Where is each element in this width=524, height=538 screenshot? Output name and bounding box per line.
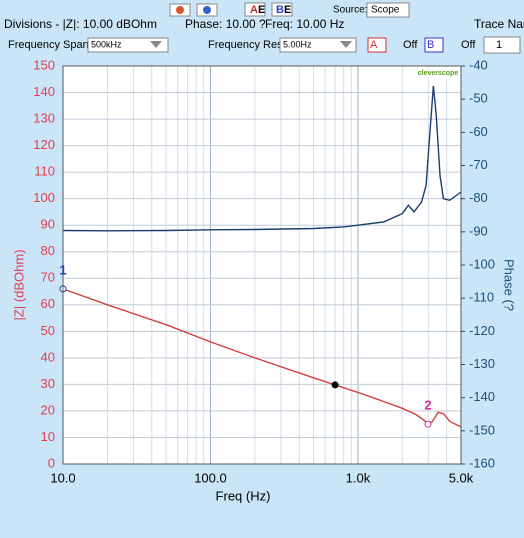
y-tick-label: 150 [33,57,55,72]
marker-b-letter: B [427,39,434,51]
plot-area [63,66,461,464]
button-letter: A [250,4,258,16]
y-tick-label: 110 [34,164,55,179]
icon-b-dot [203,6,211,14]
source-dropdown[interactable] [366,2,410,18]
marker-a-letter: A [370,39,378,51]
y2-tick-label: -80 [469,190,488,205]
y2-axis-title: Phase (? [502,259,517,311]
freq-div: Freq: 10.00 Hz [265,17,344,31]
phase-div: Phase: 10.00 ? [185,17,266,31]
res-dropdown[interactable] [279,37,357,53]
y-tick-label: 130 [33,111,55,126]
y2-tick-label: -110 [469,290,494,305]
span-value: 500kHz [91,39,122,49]
plot [59,85,462,428]
button-a[interactable] [244,2,266,17]
span-label: Frequency Span [8,39,89,51]
dropdown-arrow [340,41,352,48]
y-tick-label: 100 [33,190,55,205]
y2-tick-label: -60 [469,124,488,139]
trace-line [62,288,462,428]
marker-a-state: Off [403,39,418,51]
y-tick-label: 30 [41,376,55,391]
marker [331,381,339,389]
y-tick-label: 120 [33,137,55,152]
y-tick-label: 0 [48,455,55,470]
marker-a-button[interactable] [367,37,387,53]
y-tick-label: 60 [41,296,55,311]
x-tick-label: 10.0 [50,470,75,485]
button-letter: B [276,4,284,16]
marker-label: 2 [424,398,431,413]
x-tick-label: 5.0k [449,470,474,485]
x-tick-label: 1.0k [346,470,371,485]
y2-tick-label: -160 [469,455,495,470]
button-letter: E [284,4,291,16]
marker-b-button[interactable] [424,37,444,53]
y2-tick-label: -50 [469,91,488,106]
x-axis-title: Freq (Hz) [216,488,271,503]
trace-name-label: Trace Name [474,17,524,31]
dropdown-arrow [150,41,162,48]
y-tick-label: 10 [41,429,55,444]
y-tick-label: 90 [41,217,55,232]
y2-tick-label: -130 [469,356,495,371]
marker [424,420,432,428]
y-axis-title: |Z| (dBOhm) [11,249,26,320]
controls: Frequency Span 500kHz Frequency Res 5.00… [8,36,521,54]
trace-spinner[interactable] [483,36,521,54]
y-tick-label: 140 [33,84,55,99]
icon-a-dot [176,6,184,14]
y-tick-label: 20 [41,402,55,417]
source-value: Scope [371,5,400,16]
res-value: 5.00Hz [283,39,312,49]
y-tick-label: 70 [41,270,55,285]
trace-line [62,85,462,232]
y2-tick-label: -100 [469,256,495,271]
button-b[interactable] [271,2,293,17]
trace-value: 1 [496,39,502,51]
x-tick-label: 100.0 [194,470,227,485]
y-tick-label: 80 [41,243,55,258]
button-letter: E [258,4,265,16]
res-label: Frequency Res [208,39,283,51]
logo: cleverscope [418,70,459,77]
source-label: Source: [333,5,367,16]
y-tick-label: 40 [41,349,55,364]
y2-tick-label: -150 [469,422,495,437]
y2-tick-label: -120 [469,323,495,338]
y2-tick-label: -90 [469,223,488,238]
marker-label: 1 [59,262,66,277]
toolbar: A E B E Source: Scope [169,2,410,18]
y2-tick-label: -40 [469,57,488,72]
y2-tick-label: -140 [469,389,495,404]
divisions: Divisions - |Z|: 10.00 dBOhm [4,17,157,31]
marker-b-state: Off [461,39,476,51]
y-tick-label: 50 [41,323,55,338]
y2-tick-label: -70 [469,157,488,172]
span-dropdown[interactable] [87,37,169,53]
logo-box [416,68,460,79]
